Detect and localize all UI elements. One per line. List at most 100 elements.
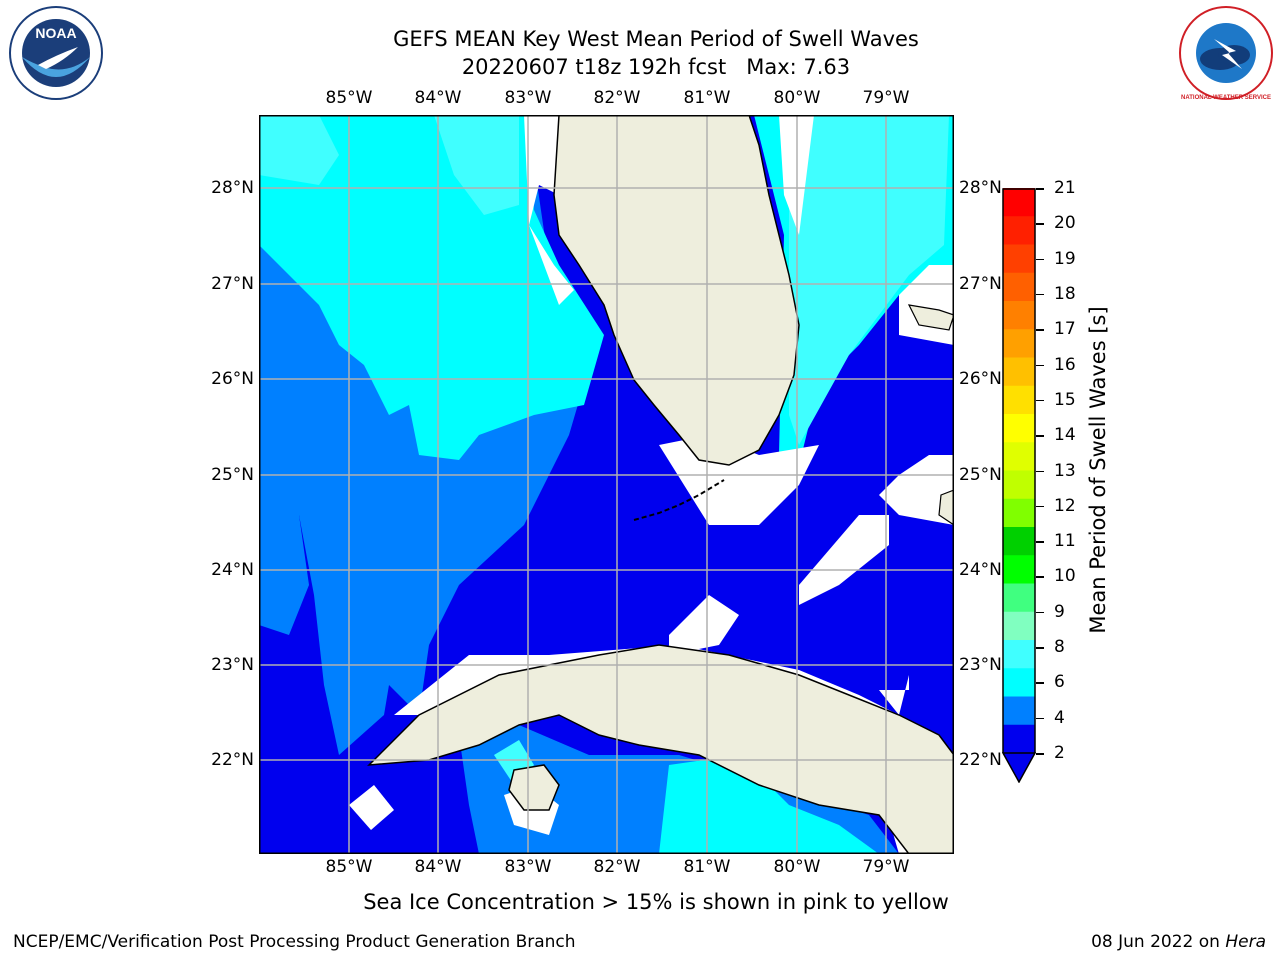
map-svg <box>259 114 955 855</box>
colorbar-segment <box>1003 724 1035 754</box>
colorbar-label: Mean Period of Swell Waves [s] <box>1086 306 1110 634</box>
colorbar-tick-label: 13 <box>1054 460 1076 481</box>
lat-tick-left: 26°N <box>211 369 254 389</box>
colorbar-tick-label: 11 <box>1054 531 1076 552</box>
nws-logo-icon: NATIONAL WEATHER SERVICE <box>1178 5 1274 101</box>
lon-tick-top: 84°W <box>414 88 462 108</box>
lon-tick-bottom: 80°W <box>773 857 821 877</box>
colorbar-segment <box>1003 188 1035 217</box>
chart-title-line2: 20220607 t18z 192h fcst Max: 7.63 <box>461 55 851 79</box>
map-frame <box>259 115 954 854</box>
lat-tick-left: 24°N <box>211 560 254 580</box>
colorbar-tick-mark <box>1036 329 1044 331</box>
colorbar-tick-mark <box>1036 717 1044 720</box>
colorbar-tick-label: 19 <box>1054 248 1076 269</box>
colorbar-tick-mark <box>1036 293 1044 296</box>
lon-tick-bottom: 79°W <box>862 857 910 877</box>
lon-tick-bottom: 82°W <box>593 857 641 877</box>
colorbar-tick-mark <box>1036 470 1044 472</box>
colorbar-tick-mark <box>1036 223 1044 225</box>
colorbar-segment <box>1003 357 1035 387</box>
lat-tick-left: 25°N <box>211 465 254 485</box>
florida-landmass <box>553 114 800 466</box>
colorbar-tick-label: 20 <box>1054 213 1076 234</box>
lat-tick-right: 22°N <box>959 750 1002 770</box>
noaa-logo-icon: NOAA <box>8 5 104 101</box>
colorbar-tick-label: 10 <box>1054 566 1076 587</box>
lon-tick-bottom: 81°W <box>683 857 731 877</box>
lat-tick-left: 28°N <box>211 178 254 198</box>
colorbar-tick-label: 21 <box>1054 178 1076 198</box>
colorbar-tick-mark <box>1036 399 1044 402</box>
noaa-logo-text: NOAA <box>35 25 76 41</box>
colorbar-tick-label: 14 <box>1054 425 1076 446</box>
footer-date-text: 08 Jun 2022 on <box>1091 932 1226 952</box>
colorbar-tick-label: 17 <box>1054 319 1076 340</box>
colorbar-segment <box>1003 301 1035 330</box>
nws-logo-text: NATIONAL WEATHER SERVICE <box>1181 95 1271 101</box>
colorbar-segment <box>1003 470 1035 500</box>
lon-tick-bottom: 84°W <box>414 857 462 877</box>
colorbar-segment <box>1003 244 1035 274</box>
colorbar-segment <box>1003 216 1035 245</box>
lat-tick-right: 24°N <box>959 560 1002 580</box>
colorbar-segment <box>1003 272 1035 302</box>
colorbar <box>1001 188 1037 784</box>
colorbar-tick-mark <box>1036 188 1044 190</box>
lon-tick-top: 85°W <box>325 88 373 108</box>
colorbar-segment <box>1003 329 1035 358</box>
colorbar-tick-mark <box>1036 611 1044 614</box>
florida-keys <box>633 479 725 521</box>
graticule <box>259 115 954 854</box>
colorbar-tick-mark <box>1036 541 1044 543</box>
period-band-8-9 <box>259 115 339 185</box>
colorbar-tick-label: 18 <box>1054 283 1076 304</box>
sea-ice-note: Sea Ice Concentration > 15% is shown in … <box>363 890 949 914</box>
colorbar-segment <box>1003 414 1035 443</box>
lon-tick-bottom: 85°W <box>325 857 373 877</box>
lat-tick-right: 28°N <box>959 178 1002 198</box>
colorbar-segment <box>1003 640 1035 669</box>
isla-juventud-landmass <box>508 764 560 811</box>
colorbar-tick-mark <box>1036 505 1044 508</box>
swell-period-map <box>259 114 955 855</box>
colorbar-segment <box>1003 668 1035 697</box>
lon-tick-bottom: 83°W <box>504 857 552 877</box>
lon-tick-top: 79°W <box>862 88 910 108</box>
colorbar-tick-mark <box>1036 364 1044 367</box>
colorbar-extend-arrow <box>1001 752 1037 784</box>
masked-area <box>524 115 574 305</box>
footer-credit: NCEP/EMC/Verification Post Processing Pr… <box>13 932 576 952</box>
colorbar-segment <box>1003 555 1035 584</box>
colorbar-svg <box>1001 188 1037 784</box>
colorbar-segment <box>1003 696 1035 726</box>
footer-host: Hera <box>1225 932 1266 952</box>
lat-tick-right: 23°N <box>959 655 1002 675</box>
colorbar-tick-mark <box>1036 753 1044 755</box>
lat-tick-right: 27°N <box>959 274 1002 294</box>
colorbar-tick-label: 8 <box>1054 637 1065 658</box>
lon-tick-top: 81°W <box>683 88 731 108</box>
colorbar-segment <box>1003 498 1035 528</box>
chart-title-line1: GEFS MEAN Key West Mean Period of Swell … <box>393 27 919 51</box>
lon-tick-top: 80°W <box>773 88 821 108</box>
lat-tick-left: 22°N <box>211 750 254 770</box>
colorbar-segment <box>1003 385 1035 415</box>
colorbar-tick-label: 15 <box>1054 389 1076 410</box>
lat-tick-left: 27°N <box>211 274 254 294</box>
colorbar-outline <box>1002 188 1036 753</box>
lat-tick-left: 23°N <box>211 655 254 675</box>
colorbar-segment <box>1003 442 1035 471</box>
lon-tick-top: 83°W <box>504 88 552 108</box>
lat-tick-right: 26°N <box>959 369 1002 389</box>
colorbar-tick-mark <box>1036 647 1044 649</box>
colorbar-tick-label: 9 <box>1054 601 1065 622</box>
colorbar-tick-label: 6 <box>1054 672 1065 693</box>
colorbar-tick-label: 2 <box>1054 743 1065 763</box>
colorbar-tick-label: 4 <box>1054 707 1065 728</box>
colorbar-tick-mark <box>1036 435 1044 437</box>
colorbar-segment <box>1003 583 1035 613</box>
colorbar-segment <box>1003 611 1035 641</box>
footer-date: 08 Jun 2022 on Hera <box>1091 932 1266 952</box>
colorbar-tick-label: 12 <box>1054 495 1076 516</box>
